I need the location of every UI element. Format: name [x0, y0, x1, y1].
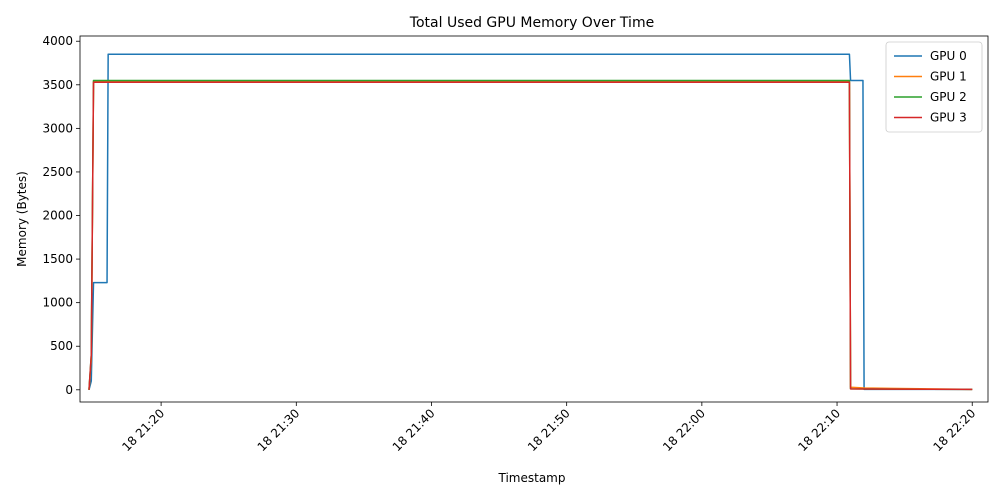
x-tick-label: 18 21:20 — [119, 406, 167, 454]
y-tick-label: 1500 — [42, 252, 73, 266]
x-tick-label: 18 22:20 — [930, 406, 978, 454]
y-tick-label: 500 — [50, 339, 73, 353]
legend-label: GPU 3 — [930, 111, 967, 125]
x-tick-label: 18 21:30 — [255, 406, 303, 454]
legend-box — [885, 41, 983, 133]
series-line-gpu-0 — [88, 53, 973, 391]
y-tick-label: 0 — [65, 383, 73, 397]
y-axis-ticks: 0 500 1000 1500 2000 2500 3000 3500 4000 — [42, 34, 80, 397]
x-axis-title: Timestamp — [498, 471, 566, 485]
legend-label: GPU 0 — [930, 49, 967, 63]
y-tick-label: 1000 — [42, 296, 73, 310]
x-tick-label: 18 21:40 — [390, 406, 438, 454]
x-tick-label: 18 22:10 — [795, 406, 843, 454]
series-layer — [88, 53, 973, 391]
series-line-gpu-1 — [88, 80, 973, 391]
chart-title: Total Used GPU Memory Over Time — [409, 15, 654, 31]
y-tick-label: 2000 — [42, 209, 73, 223]
series-line-gpu-3 — [88, 81, 973, 391]
series-line-gpu-2 — [88, 79, 973, 391]
legend-label: GPU 2 — [930, 90, 967, 104]
y-tick-label: 2500 — [42, 165, 73, 179]
x-tick-label: 18 22:00 — [660, 406, 708, 454]
plot-frame — [79, 35, 989, 403]
x-tick-label: 18 21:50 — [525, 406, 573, 454]
y-tick-label: 4000 — [42, 34, 73, 48]
y-tick-label: 3000 — [42, 121, 73, 135]
legend-label: GPU 1 — [930, 70, 967, 84]
y-tick-label: 3500 — [42, 78, 73, 92]
x-axis-ticks: 18 21:20 18 21:30 18 21:40 18 21:50 18 22:00… — [119, 402, 978, 454]
legend: GPU 0 GPU 1 GPU 2 GPU 3 — [885, 41, 983, 133]
y-axis-title: Memory (Bytes) — [15, 171, 29, 267]
